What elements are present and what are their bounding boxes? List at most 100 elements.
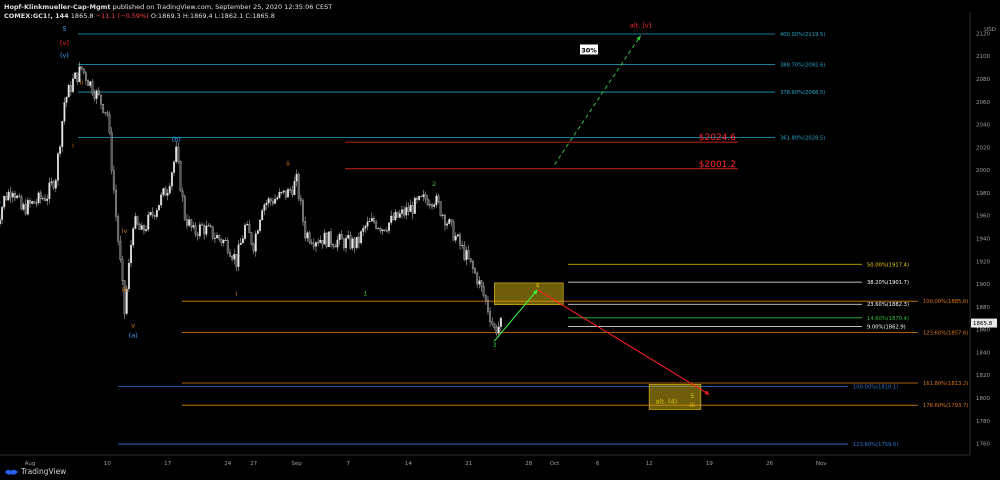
target-zone-4: [493, 282, 564, 305]
price-level-label: 23.60%(1882.3): [867, 302, 909, 308]
candle-body: [338, 234, 341, 241]
candle-body: [142, 225, 145, 231]
candle-body: [413, 197, 416, 214]
candle-body: [484, 295, 487, 301]
candle-body: [91, 81, 94, 94]
candle-body: [54, 180, 57, 189]
candle-body: [155, 210, 158, 217]
candle-body: [192, 225, 195, 228]
wave-label: 5: [690, 392, 694, 400]
candle-body: [383, 229, 386, 231]
candle-body: [41, 198, 44, 200]
candle-body: [293, 181, 296, 196]
candle-body: [379, 228, 382, 232]
change-value: −11.1 (−0.59%): [95, 12, 149, 20]
wave-label: ii: [80, 79, 84, 87]
candle-body: [433, 204, 436, 207]
candle-body: [366, 221, 369, 227]
price-level-label: 388.70%(2092.6): [780, 63, 825, 69]
candle-body: [291, 189, 294, 196]
tradingview-brand[interactable]: TradingView: [5, 467, 66, 476]
candle-body: [319, 240, 322, 243]
candle-body: [226, 240, 229, 253]
candle-body: [145, 229, 148, 231]
candle-body: [362, 227, 365, 232]
wave-label: 3: [492, 341, 496, 349]
candle-body: [18, 195, 21, 197]
candle-body: [308, 232, 311, 243]
candle-body: [390, 215, 393, 223]
candle-body: [441, 214, 444, 216]
wave-label: iii: [122, 286, 128, 294]
candle-body: [407, 207, 410, 212]
candle-body: [97, 90, 100, 96]
candle-body: [9, 191, 12, 198]
wave-label: (v): [60, 51, 69, 59]
candle-body: [278, 192, 281, 198]
candle-body: [201, 224, 203, 226]
high-value: 1869.4: [189, 12, 213, 20]
y-tick-label: 2000: [976, 168, 990, 174]
candle-body: [302, 200, 305, 222]
candle-body: [463, 244, 466, 260]
candle-body: [74, 72, 77, 79]
candle-body: [11, 193, 14, 198]
probability-badge-label: 30%: [581, 46, 597, 54]
candle-body: [117, 216, 120, 242]
publish-info: published on TradingView.com, September …: [112, 3, 333, 11]
price-level-label: 123.60%(1857.6): [923, 330, 968, 336]
candle-body: [16, 195, 19, 199]
candle-body: [76, 72, 79, 82]
candle-body: [454, 235, 457, 241]
candle-body: [205, 225, 208, 235]
wave-label: (a): [129, 332, 138, 340]
candle-body: [119, 241, 122, 260]
x-tick-label: 28: [525, 461, 532, 467]
last-price-tag-label: 1865.8: [973, 321, 993, 327]
candle-body: [211, 226, 214, 239]
y-tick-label: 1780: [976, 419, 990, 425]
candle-body: [52, 181, 55, 189]
candle-body: [127, 262, 130, 290]
candle-body: [478, 280, 481, 285]
candle-body: [355, 236, 358, 248]
y-tick-label: 1980: [976, 191, 990, 197]
candle-body: [252, 243, 255, 252]
candle-body: [471, 261, 474, 269]
candle-body: [248, 224, 251, 233]
y-tick-label: 1900: [976, 282, 990, 288]
candle-body: [134, 216, 137, 229]
candle-body: [289, 189, 292, 191]
wave-label: 2: [432, 180, 436, 188]
x-tick-label: 14: [405, 461, 412, 467]
y-tick-label: 1760: [976, 442, 990, 448]
candle-body: [198, 224, 201, 237]
wave-5-projection: [537, 289, 710, 396]
candle-body: [400, 209, 403, 214]
candle-body: [312, 243, 315, 247]
candle-body: [48, 182, 51, 200]
candle-body: [0, 219, 1, 225]
wave-5-projection-arrowhead: [704, 390, 710, 395]
candle-body: [274, 199, 277, 204]
price-level-label: 50.00%(1917.4): [867, 262, 909, 268]
y-tick-label: 2080: [976, 77, 990, 83]
y-tick-label: 1840: [976, 350, 990, 356]
candle-body: [235, 254, 238, 267]
candle-body: [115, 189, 117, 217]
candle-body: [237, 244, 240, 267]
candle-body: [44, 198, 47, 201]
candle-body: [342, 238, 345, 249]
wave-label: i: [235, 289, 237, 297]
candle-body: [347, 235, 350, 239]
candle-body: [271, 200, 274, 204]
candle-body: [50, 181, 53, 184]
wave-4-projection: [494, 289, 538, 342]
price-level-label: 378.60%(2068.5): [780, 90, 825, 96]
candle-body: [108, 113, 111, 133]
wave-label: 4: [535, 281, 539, 289]
candle-body: [373, 218, 375, 223]
candle-body: [452, 221, 455, 241]
candle-body: [57, 153, 59, 181]
